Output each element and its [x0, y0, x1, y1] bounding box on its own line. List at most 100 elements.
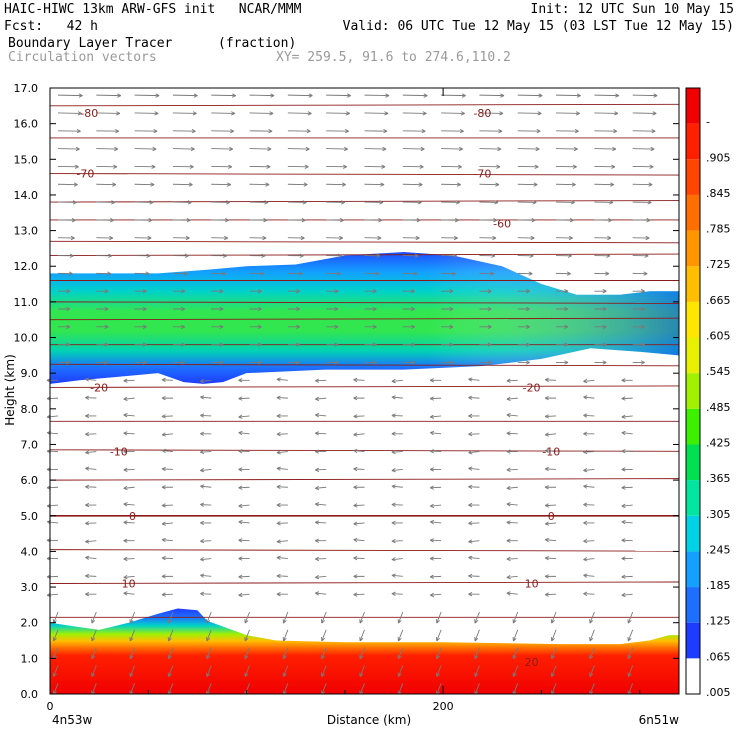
circulation-vector — [123, 485, 135, 491]
circulation-vector — [211, 289, 224, 294]
circulation-vector — [429, 396, 442, 401]
colorbar-label: .365 — [706, 472, 731, 485]
circulation-vector — [594, 146, 617, 152]
circulation-vector — [632, 342, 645, 347]
circulation-vector — [402, 289, 416, 294]
circulation-vector — [200, 468, 212, 473]
circulation-vector — [249, 129, 273, 134]
circulation-vector — [594, 342, 607, 347]
colorbar-swatch — [686, 373, 700, 409]
circulation-vector — [276, 377, 288, 382]
circulation-vector — [441, 218, 459, 223]
circulation-vector — [364, 289, 377, 294]
circulation-vector — [287, 342, 301, 347]
circulation-vector — [326, 111, 350, 116]
circulation-vector — [556, 306, 569, 312]
circulation-vector — [326, 200, 345, 205]
circulation-vector — [506, 538, 518, 543]
circulation-vector — [287, 218, 306, 223]
circulation-vector — [85, 484, 97, 490]
circulation-vector — [96, 235, 114, 241]
circulation-vector — [512, 647, 519, 660]
circulation-vector — [556, 146, 578, 152]
circulation-vector — [364, 164, 386, 169]
circulation-vector — [326, 360, 339, 365]
circulation-vector — [517, 200, 537, 205]
circulation-vector — [96, 360, 109, 365]
circulation-vector — [211, 218, 230, 223]
colorbar-swatch — [686, 159, 700, 195]
circulation-vector — [621, 538, 633, 543]
colorbar-swatch — [686, 88, 700, 124]
circulation-vector — [402, 360, 416, 365]
isotherm-line — [49, 240, 680, 244]
circulation-vector — [314, 431, 327, 436]
xy-range: XY= 259.5, 91.6 to 274.6,110.2 — [276, 50, 511, 65]
circulation-vector — [244, 629, 250, 642]
circulation-vector — [172, 271, 188, 276]
circulation-vector — [391, 557, 403, 562]
circulation-vector — [161, 432, 173, 437]
circulation-vector — [544, 556, 557, 561]
circulation-vector — [96, 306, 109, 312]
circulation-vector — [172, 164, 194, 169]
isotherm-label: -10 — [110, 446, 128, 459]
circulation-vector — [326, 182, 346, 187]
circulation-vector — [402, 111, 427, 116]
circulation-vector — [57, 111, 82, 116]
circulation-vector — [134, 111, 159, 116]
circulation-vector — [58, 324, 71, 329]
circulation-vector — [172, 289, 186, 294]
circulation-vector — [211, 235, 229, 241]
circulation-vector — [391, 484, 403, 489]
circulation-vector — [391, 449, 403, 455]
circulation-vector — [238, 574, 250, 579]
circulation-vector — [85, 377, 97, 382]
circulation-vector — [556, 218, 574, 223]
circulation-vector — [134, 306, 147, 312]
y-tick-label: 13.0 — [14, 225, 39, 238]
circulation-vector — [129, 629, 136, 642]
circulation-vector — [627, 647, 634, 660]
y-tick-label: 6.0 — [21, 474, 39, 487]
isotherm-line — [49, 173, 680, 176]
circulation-vector — [402, 218, 421, 223]
circulation-vector — [402, 271, 418, 276]
circulation-vector — [287, 111, 312, 116]
circulation-vector — [512, 611, 519, 624]
circulation-vector — [359, 611, 365, 624]
field-title: Boundary Layer Tracer — [8, 36, 173, 51]
circulation-vector — [315, 485, 327, 491]
circulation-vector — [287, 324, 301, 329]
circulation-vector — [632, 271, 648, 276]
circulation-vector — [594, 93, 620, 98]
circulation-vector — [211, 182, 232, 187]
circulation-vector — [353, 414, 365, 419]
circulation-vector — [632, 235, 650, 241]
y-tick-label: 4.0 — [21, 545, 39, 558]
circulation-vector — [326, 146, 348, 152]
circulation-vector — [479, 218, 498, 223]
circulation-vector — [468, 555, 480, 560]
circulation-vector — [326, 164, 347, 169]
circulation-vector — [57, 164, 79, 169]
y-tick-label: 16.0 — [14, 118, 39, 131]
circulation-vector — [172, 235, 190, 241]
circulation-vector — [594, 164, 616, 169]
circulation-vector — [57, 235, 75, 241]
x-axis-label: Distance (km) — [327, 713, 411, 727]
circulation-vector — [249, 360, 262, 365]
circulation-vector — [134, 164, 156, 169]
circulation-vector — [441, 360, 454, 365]
circulation-vector — [441, 111, 465, 116]
circulation-vector — [517, 182, 538, 187]
circulation-vector — [364, 235, 382, 241]
circulation-vector — [161, 395, 173, 401]
circulation-vector — [326, 271, 341, 276]
isotherm-line — [49, 549, 680, 552]
circulation-vector — [589, 665, 595, 677]
isotherm-label: -10 — [542, 446, 560, 459]
isotherm-label: -80 — [473, 107, 491, 120]
circulation-vector — [326, 306, 339, 312]
circulation-vector — [517, 324, 530, 329]
